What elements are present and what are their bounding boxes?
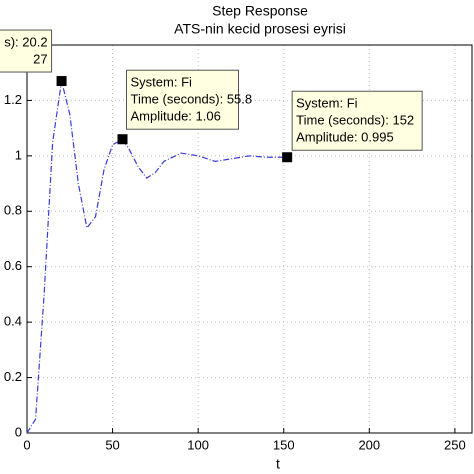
x-tick-label: 100 bbox=[187, 437, 209, 452]
datatip-text: System: Fi bbox=[131, 75, 193, 90]
datatip-text: Time (seconds): 152 bbox=[296, 113, 414, 128]
datatip-text: Time (seconds): 55.8 bbox=[131, 92, 253, 107]
x-tick-label: 150 bbox=[273, 437, 295, 452]
y-tick-label: 0 bbox=[15, 424, 22, 439]
datatip-text: 27 bbox=[33, 51, 47, 66]
datatip-box bbox=[0, 29, 53, 73]
datatip-text: s): 20.2 bbox=[4, 34, 47, 49]
x-tick-label: 250 bbox=[444, 437, 466, 452]
axes-box bbox=[26, 44, 473, 434]
x-axis-label: t bbox=[276, 456, 280, 472]
datatip-text: Amplitude: 0.995 bbox=[296, 130, 394, 145]
y-tick-label: 0.8 bbox=[4, 203, 22, 218]
datatip-text: System: Fi bbox=[296, 96, 358, 111]
x-tick-label: 200 bbox=[358, 437, 380, 452]
datatip-box bbox=[291, 90, 423, 151]
y-tick-label: 0.4 bbox=[4, 314, 22, 329]
x-tick-label: 0 bbox=[23, 437, 30, 452]
y-tick-label: 1.2 bbox=[4, 92, 22, 107]
datatip-text: Amplitude: 1.06 bbox=[131, 109, 221, 124]
datatip-box bbox=[126, 69, 240, 130]
chart-subtitle: ATS-nin kecid prosesi eyrisi bbox=[174, 21, 346, 37]
y-tick-label: 0.6 bbox=[4, 258, 22, 273]
datatip-marker bbox=[56, 76, 67, 87]
chart-title: Step Response bbox=[212, 3, 308, 19]
x-tick-label: 50 bbox=[105, 437, 119, 452]
y-tick-label: 0.2 bbox=[4, 369, 22, 384]
y-tick-label: 1 bbox=[15, 147, 22, 162]
datatip-marker bbox=[282, 152, 293, 163]
datatip-marker bbox=[117, 134, 128, 145]
line-series bbox=[26, 80, 288, 434]
